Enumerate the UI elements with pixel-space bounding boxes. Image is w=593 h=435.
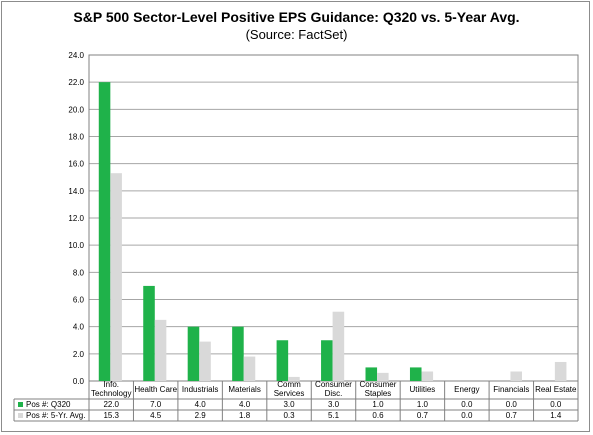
data-label: 1.0 bbox=[417, 400, 429, 409]
y-tick-label: 10.0 bbox=[68, 241, 84, 250]
data-label: 4.0 bbox=[239, 400, 251, 409]
x-tick-label: Health Care bbox=[134, 385, 177, 394]
legend-label: Pos #: Q320 bbox=[26, 400, 71, 409]
data-label: 4.5 bbox=[150, 411, 162, 420]
x-tick-label: Financials bbox=[493, 385, 529, 394]
bar-q320 bbox=[321, 340, 333, 381]
y-tick-label: 2.0 bbox=[73, 350, 85, 359]
data-label: 1.8 bbox=[239, 411, 251, 420]
data-label: 7.0 bbox=[150, 400, 162, 409]
bar-5yr-avg bbox=[554, 361, 567, 381]
y-tick-label: 12.0 bbox=[68, 214, 84, 223]
bar-5yr-avg bbox=[288, 376, 300, 381]
bar-q320 bbox=[232, 326, 244, 381]
legend-swatch bbox=[18, 413, 23, 418]
bar-5yr-avg bbox=[421, 371, 434, 381]
bar-5yr-avg bbox=[110, 173, 122, 381]
y-tick-label: 8.0 bbox=[73, 268, 85, 277]
data-label: 3.0 bbox=[283, 400, 295, 409]
x-tick-label: Energy bbox=[454, 385, 479, 394]
legend-label: Pos #: 5-Yr. Avg. bbox=[26, 411, 85, 420]
bar-5yr-avg bbox=[377, 372, 389, 381]
bar-q320 bbox=[365, 367, 378, 381]
data-label: 0.0 bbox=[461, 411, 473, 420]
data-label: 2.9 bbox=[195, 411, 207, 420]
x-tick-label: Staples bbox=[365, 389, 392, 398]
x-tick-label: Consumer bbox=[315, 380, 352, 389]
bar-5yr-avg bbox=[199, 341, 211, 381]
x-tick-label: Consumer bbox=[360, 380, 397, 389]
data-label: 4.0 bbox=[195, 400, 207, 409]
legend-swatch bbox=[18, 402, 23, 407]
chart-title: S&P 500 Sector-Level Positive EPS Guidan… bbox=[73, 9, 520, 25]
x-tick-label: Utilities bbox=[410, 385, 436, 394]
x-tick-label: Disc. bbox=[325, 389, 343, 398]
data-label: 1.0 bbox=[372, 400, 384, 409]
data-label: 22.0 bbox=[103, 400, 119, 409]
bar-5yr-avg bbox=[510, 371, 522, 381]
data-label: 0.6 bbox=[372, 411, 384, 420]
y-tick-label: 4.0 bbox=[73, 323, 85, 332]
bar-q320 bbox=[409, 367, 422, 381]
data-label: 1.4 bbox=[550, 411, 562, 420]
x-tick-label: Comm bbox=[277, 380, 301, 389]
y-tick-label: 0.0 bbox=[73, 377, 85, 386]
chart-subtitle: (Source: FactSet) bbox=[245, 27, 348, 42]
x-tick-label: Technology bbox=[91, 389, 131, 398]
data-label: 0.0 bbox=[506, 400, 518, 409]
data-label: 0.7 bbox=[506, 411, 518, 420]
bar-5yr-avg bbox=[243, 356, 256, 381]
data-label: 15.3 bbox=[103, 411, 119, 420]
x-tick-label: Industrials bbox=[182, 385, 218, 394]
x-tick-label: Info. bbox=[103, 380, 119, 389]
x-tick-label: Services bbox=[274, 389, 305, 398]
bar-5yr-avg bbox=[154, 319, 167, 381]
y-tick-label: 20.0 bbox=[68, 105, 84, 114]
y-tick-label: 14.0 bbox=[68, 187, 84, 196]
y-tick-label: 22.0 bbox=[68, 78, 84, 87]
y-tick-label: 24.0 bbox=[68, 51, 84, 60]
data-label: 0.0 bbox=[461, 400, 473, 409]
data-label: 0.0 bbox=[550, 400, 562, 409]
data-label: 3.0 bbox=[328, 400, 340, 409]
bar-5yr-avg bbox=[332, 311, 345, 381]
y-tick-label: 6.0 bbox=[73, 296, 85, 305]
x-tick-label: Real Estate bbox=[535, 385, 577, 394]
y-tick-label: 16.0 bbox=[68, 160, 84, 169]
bar-q320 bbox=[143, 285, 155, 381]
bar-q320 bbox=[187, 326, 200, 381]
y-tick-label: 18.0 bbox=[68, 133, 84, 142]
bar-q320 bbox=[98, 82, 111, 382]
data-label: 0.3 bbox=[283, 411, 295, 420]
data-label: 5.1 bbox=[328, 411, 340, 420]
data-label: 0.7 bbox=[417, 411, 429, 420]
x-tick-label: Materials bbox=[228, 385, 260, 394]
bar-q320 bbox=[276, 340, 289, 381]
